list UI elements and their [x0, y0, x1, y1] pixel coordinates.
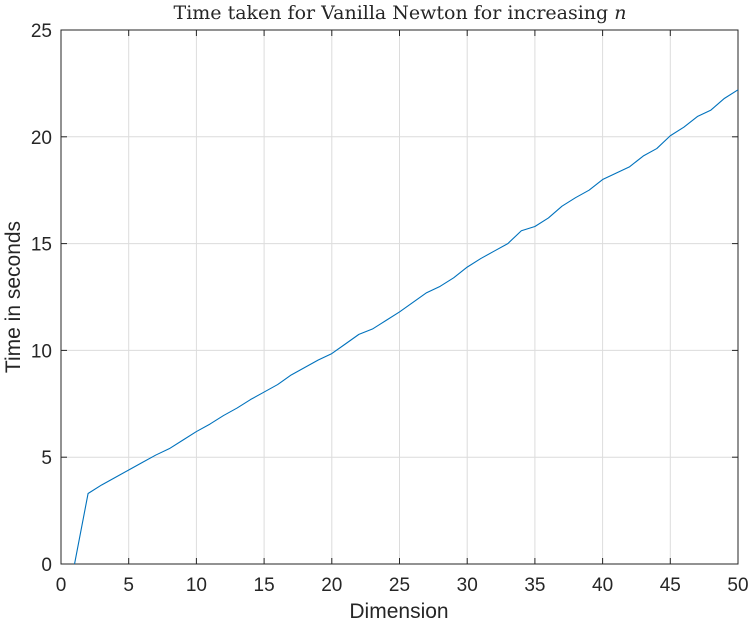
y-tick-label: 10: [31, 341, 52, 362]
data-point: [384, 319, 388, 323]
x-axis-tick-labels: 0 5 10 15 20 25 30 35 40 45 50: [56, 575, 749, 596]
y-axis-tick-labels: 0 5 10 15 20 25: [31, 21, 52, 576]
y-tick-label: 0: [41, 555, 52, 576]
data-point: [452, 276, 456, 280]
data-point: [181, 438, 185, 442]
data-point: [506, 242, 510, 246]
data-point: [614, 171, 618, 175]
chart-title: Time taken for Vanilla Newton for increa…: [174, 2, 627, 24]
y-tick-label: 25: [31, 21, 52, 42]
data-point: [343, 342, 347, 346]
data-point: [601, 178, 605, 182]
y-tick-label: 5: [41, 448, 52, 469]
x-tick-label: 35: [524, 575, 545, 596]
data-point: [303, 365, 307, 369]
data-point: [641, 154, 645, 158]
data-point: [127, 468, 131, 472]
x-tick-label: 20: [321, 575, 342, 596]
x-tick-label: 25: [389, 575, 410, 596]
data-point: [709, 108, 713, 112]
data-point: [438, 284, 442, 288]
data-point: [370, 327, 374, 331]
tick-marks: [60, 29, 739, 565]
data-point: [736, 88, 740, 92]
x-tick-label: 0: [56, 575, 67, 596]
chart-title-text: Time taken for Vanilla Newton for increa…: [174, 2, 609, 24]
data-point: [398, 310, 402, 314]
x-tick-label: 45: [660, 575, 681, 596]
data-point: [167, 447, 171, 451]
data-point: [140, 461, 144, 465]
data-point: [560, 204, 564, 208]
data-point: [154, 453, 158, 457]
x-tick-label: 10: [186, 575, 207, 596]
data-point: [86, 492, 90, 496]
y-tick-label: 20: [31, 128, 52, 149]
data-point: [249, 398, 253, 402]
y-tick-label: 15: [31, 235, 52, 256]
data-point: [587, 188, 591, 192]
data-point: [519, 229, 523, 233]
data-point: [235, 406, 239, 410]
data-point: [411, 300, 415, 304]
x-tick-label: 15: [254, 575, 275, 596]
data-point: [316, 358, 320, 362]
data-point: [194, 430, 198, 434]
data-point: [628, 165, 632, 169]
data-point: [425, 291, 429, 295]
data-point: [208, 422, 212, 426]
series-layer: [73, 88, 740, 566]
data-point: [276, 383, 280, 387]
data-point: [465, 265, 469, 269]
data-point: [722, 96, 726, 100]
data-point: [668, 134, 672, 138]
data-point: [533, 225, 537, 229]
y-axis-label: Time in seconds: [2, 221, 25, 373]
data-point: [100, 483, 104, 487]
data-point: [289, 373, 293, 377]
data-point: [357, 332, 361, 336]
data-point: [655, 147, 659, 151]
x-tick-label: 50: [727, 575, 748, 596]
x-tick-label: 5: [123, 575, 134, 596]
data-point: [262, 390, 266, 394]
x-tick-label: 40: [592, 575, 613, 596]
data-point: [73, 562, 77, 566]
data-point: [221, 414, 225, 418]
data-point: [330, 352, 334, 356]
data-point: [695, 115, 699, 119]
chart-title-variable: n: [614, 2, 626, 24]
data-point: [574, 196, 578, 200]
data-point: [682, 125, 686, 129]
x-axis-label: Dimension: [349, 600, 448, 622]
data-point: [546, 216, 550, 220]
series-line: [73, 89, 739, 565]
data-point: [492, 249, 496, 253]
data-point: [113, 475, 117, 479]
x-tick-label: 30: [457, 575, 478, 596]
data-point: [479, 257, 483, 261]
